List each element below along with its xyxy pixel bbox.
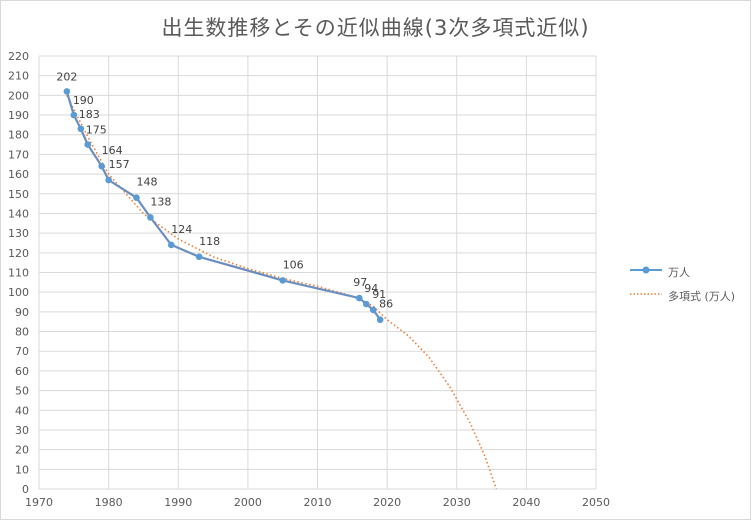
y-tick-label: 160 (8, 168, 29, 181)
trendline-polynomial (66, 95, 498, 490)
data-point (63, 88, 71, 95)
y-tick-label: 170 (8, 148, 29, 161)
trendline-layer (66, 95, 498, 490)
y-tick-label: 210 (8, 70, 29, 83)
data-point (279, 277, 286, 284)
y-tick-label: 30 (15, 424, 29, 437)
data-label: 106 (283, 258, 304, 271)
y-tick-label: 0 (22, 483, 29, 496)
data-label: 190 (73, 94, 94, 107)
y-tick-label: 140 (8, 207, 29, 220)
y-tick-label: 100 (8, 286, 29, 299)
legend-item-trend: 多項式 (万人) (628, 286, 748, 306)
y-tick-label: 80 (15, 326, 29, 339)
x-tick-label: 2010 (304, 496, 332, 509)
y-tick-label: 120 (8, 247, 29, 260)
data-point (362, 300, 370, 308)
x-tick-label: 2040 (512, 496, 540, 509)
data-label: 164 (102, 144, 123, 157)
chart-title: 出生数推移とその近似曲線(3次多項式近似) (161, 16, 590, 40)
data-point (133, 194, 140, 202)
x-tick-label: 2050 (582, 496, 610, 509)
data-point (355, 294, 363, 302)
data-point (70, 111, 78, 119)
y-tick-label: 40 (15, 404, 29, 417)
x-tick-label: 1980 (95, 496, 123, 509)
data-label: 157 (109, 158, 130, 171)
data-point (195, 253, 203, 261)
data-point (369, 306, 377, 314)
data-label: 202 (56, 70, 77, 83)
series-layer (63, 88, 384, 324)
y-tick-label: 20 (15, 444, 29, 457)
y-tick-label: 110 (8, 267, 29, 280)
data-point (147, 214, 154, 221)
legend-swatch-trend (630, 293, 662, 295)
x-tick-label: 1970 (25, 496, 53, 509)
y-tick-label: 200 (8, 89, 29, 102)
legend-item-actual: 万人 (628, 262, 748, 282)
data-label: 94 (364, 282, 378, 295)
y-tick-label: 90 (15, 306, 29, 319)
y-tick-label: 220 (8, 50, 29, 63)
data-label: 86 (379, 298, 393, 311)
data-point (167, 241, 175, 249)
y-tick-label: 150 (8, 188, 29, 201)
y-tick-label: 180 (8, 129, 29, 142)
y-tick-label: 190 (8, 109, 29, 122)
x-tick-label: 2030 (443, 496, 471, 509)
x-tick-label: 2020 (373, 496, 401, 509)
data-label: 175 (86, 124, 107, 137)
x-tick-label: 1990 (164, 496, 192, 509)
y-tick-label: 130 (8, 227, 29, 240)
data-label: 138 (150, 195, 171, 208)
y-tick-label: 50 (15, 385, 29, 398)
data-label: 97 (353, 276, 367, 289)
data-label: 118 (199, 235, 220, 248)
data-point (77, 125, 85, 133)
legend-label-actual: 万人 (668, 266, 690, 279)
axes: 0102030405060708090100110120130140150160… (8, 50, 610, 509)
data-point (84, 141, 92, 148)
data-label: 183 (79, 108, 100, 121)
series-line-actual (65, 91, 382, 321)
data-label: 91 (372, 288, 386, 301)
legend: 万人 多項式 (万人) (628, 262, 748, 310)
data-label: 124 (171, 223, 192, 236)
gridlines (38, 55, 597, 490)
data-label: 148 (136, 176, 157, 189)
y-tick-label: 10 (15, 463, 29, 476)
y-tick-label: 60 (15, 365, 29, 378)
y-tick-label: 70 (15, 345, 29, 358)
data-point (98, 162, 105, 170)
x-tick-label: 2000 (234, 496, 262, 509)
legend-label-trend: 多項式 (万人) (668, 290, 736, 303)
legend-swatch-actual (630, 266, 662, 274)
data-point (376, 316, 384, 324)
data-point (105, 176, 112, 184)
